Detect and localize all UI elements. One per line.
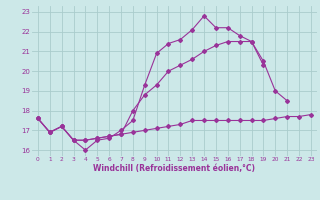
X-axis label: Windchill (Refroidissement éolien,°C): Windchill (Refroidissement éolien,°C)	[93, 164, 255, 173]
